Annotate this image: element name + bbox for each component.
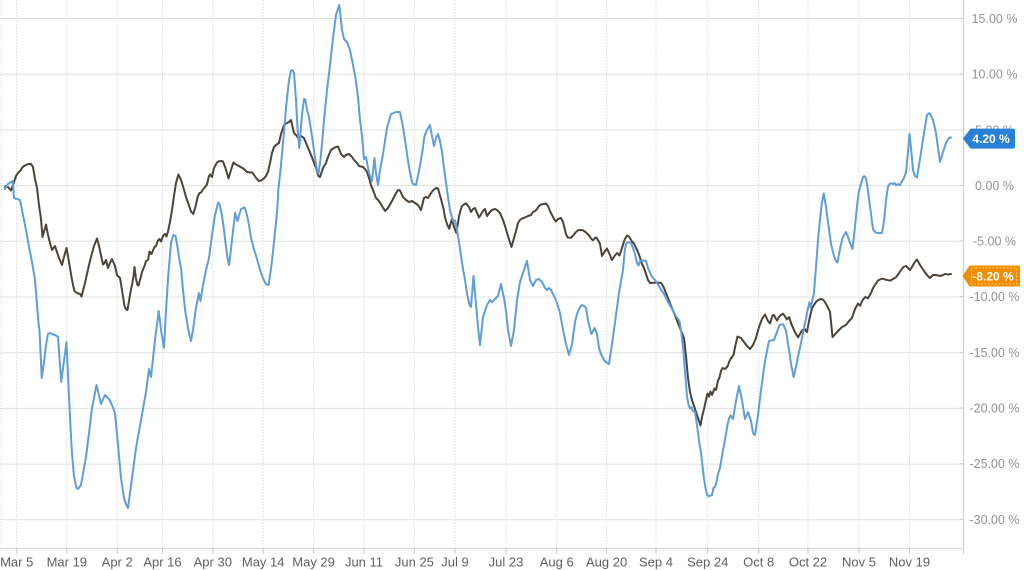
svg-text:-25.00 %: -25.00 %	[969, 457, 1019, 471]
svg-text:-10.00 %: -10.00 %	[969, 290, 1019, 304]
svg-text:Mar 5: Mar 5	[0, 555, 33, 570]
svg-text:May 29: May 29	[292, 555, 335, 570]
svg-text:-20.00 %: -20.00 %	[969, 402, 1019, 416]
svg-text:4.20 %: 4.20 %	[972, 132, 1010, 146]
svg-text:-5.00 %: -5.00 %	[973, 235, 1016, 249]
svg-text:Aug 6: Aug 6	[540, 555, 574, 570]
svg-text:Mar 19: Mar 19	[47, 555, 87, 570]
svg-text:Oct 22: Oct 22	[789, 555, 827, 570]
svg-text:Oct 8: Oct 8	[743, 555, 774, 570]
svg-text:Jul 23: Jul 23	[489, 555, 524, 570]
svg-text:Sep 4: Sep 4	[639, 555, 673, 570]
svg-text:-30.00 %: -30.00 %	[969, 513, 1019, 527]
svg-text:Nov 19: Nov 19	[889, 555, 930, 570]
svg-text:Jun 11: Jun 11	[345, 555, 383, 570]
svg-text:Jun 25: Jun 25	[395, 555, 434, 570]
svg-text:15.00 %: 15.00 %	[972, 12, 1018, 26]
svg-text:Sep 24: Sep 24	[687, 555, 728, 570]
svg-text:Nov 5: Nov 5	[842, 555, 876, 570]
svg-text:Apr 30: Apr 30	[194, 555, 232, 570]
svg-text:-15.00 %: -15.00 %	[969, 346, 1019, 360]
svg-text:Apr 16: Apr 16	[143, 555, 181, 570]
svg-text:Apr 2: Apr 2	[102, 555, 133, 570]
svg-text:Aug 20: Aug 20	[586, 555, 627, 570]
svg-text:10.00 %: 10.00 %	[972, 68, 1018, 82]
svg-text:Jul 9: Jul 9	[441, 555, 468, 570]
svg-text:May 14: May 14	[242, 555, 285, 570]
svg-text:0.00 %: 0.00 %	[975, 179, 1014, 193]
svg-text:-8.20 %: -8.20 %	[972, 270, 1014, 284]
